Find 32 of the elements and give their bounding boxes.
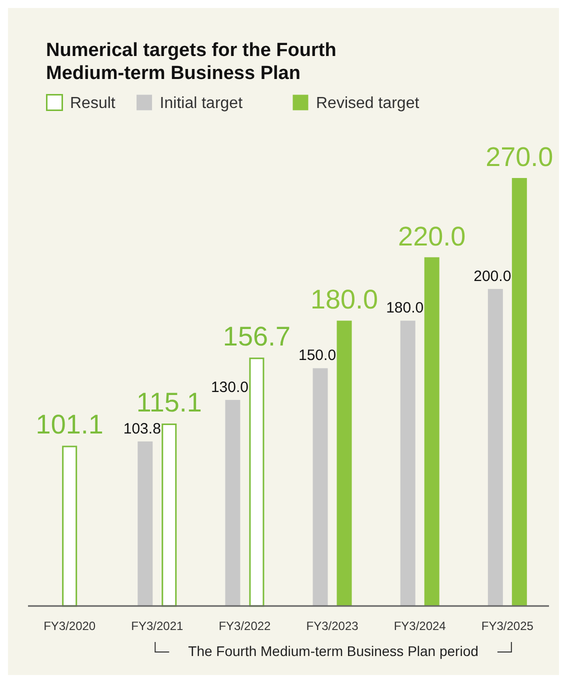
x-tick-label: FY3/2020	[44, 619, 96, 633]
legend-label: Initial target	[160, 95, 244, 112]
data-label: 130.0	[210, 378, 248, 396]
data-label: 220.0	[398, 221, 466, 252]
bar	[488, 288, 503, 606]
chart-title: Numerical targets for the Fourth Medium-term Business Plan	[46, 40, 336, 84]
data-label: 270.0	[486, 142, 554, 172]
bar	[225, 400, 240, 606]
data-label: 180.0	[310, 284, 378, 315]
bar	[312, 368, 328, 606]
x-tick-label: FY3/2024	[394, 619, 446, 633]
bar	[162, 424, 177, 607]
data-label: 101.1	[36, 410, 104, 440]
bar	[512, 178, 527, 606]
data-label: 200.0	[474, 268, 512, 285]
x-tick-label: FY3/2023	[306, 619, 359, 633]
bar	[336, 320, 352, 606]
data-label: 180.0	[386, 300, 424, 317]
bar	[138, 441, 153, 606]
text: The Fourth Medium-term Business Plan period	[188, 643, 478, 659]
x-tick-label: FY3/2022	[218, 619, 272, 633]
data-label: 103.8	[123, 420, 161, 438]
legend-label: Result	[70, 95, 116, 112]
bar	[424, 257, 440, 606]
bar	[400, 320, 416, 606]
bar	[249, 358, 264, 607]
data-label: 115.1	[136, 388, 202, 418]
data-label: 156.7	[222, 322, 291, 352]
x-tick-label: FY3/2025	[481, 619, 534, 633]
x-tick-label: FY3/2021	[131, 619, 184, 633]
legend-label: Revised target	[316, 95, 420, 112]
data-label: 150.0	[298, 347, 336, 364]
